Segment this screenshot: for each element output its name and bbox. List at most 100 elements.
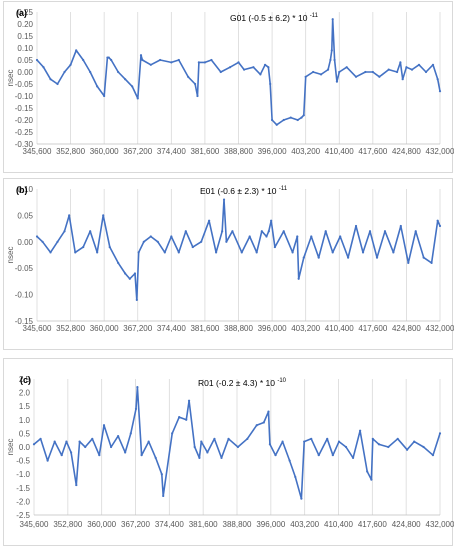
- data-point: [75, 49, 78, 52]
- data-point: [68, 214, 71, 217]
- data-point: [282, 118, 285, 122]
- x-tick-label: 396,000: [258, 324, 287, 333]
- data-point: [263, 63, 267, 66]
- chart-panel-b: 0.10 0.05 0.00 -0.05 -0.10 -0.15 345,600 352,80…: [3, 178, 454, 350]
- data-point: [185, 418, 188, 421]
- y-tick-label: -0.10: [15, 92, 34, 101]
- y-axis-label: nsec: [6, 439, 15, 456]
- x-tick-label: 432,000: [426, 520, 454, 529]
- data-point: [413, 440, 416, 443]
- data-point: [326, 68, 330, 71]
- chart-panel-c: 2.5 2.0 1.5 1.0 0.5 0.0 -0.5 -1.0 -1.5 -2.0 -2.5 34…: [3, 358, 454, 546]
- x-tick-label: 396,000: [256, 520, 285, 529]
- panel-label: (c): [20, 375, 31, 385]
- data-point: [378, 75, 381, 78]
- data-point: [337, 440, 341, 443]
- data-point: [213, 437, 216, 440]
- data-point: [300, 116, 303, 119]
- data-point: [110, 58, 113, 62]
- data-point: [438, 90, 442, 93]
- data-point: [82, 58, 85, 62]
- data-point: [436, 219, 439, 222]
- x-tick-label: 424,800: [392, 324, 421, 333]
- x-tick-label: 352,800: [56, 324, 85, 333]
- x-tick-label: 345,600: [20, 520, 49, 529]
- x-tick-label: 403,200: [291, 147, 320, 156]
- data-point: [162, 494, 165, 498]
- y-tick-label: 2.5: [19, 375, 31, 384]
- data-point: [221, 230, 224, 233]
- panel-label: (a): [16, 8, 27, 18]
- data-point: [366, 470, 369, 473]
- x-tick-label: 360,000: [90, 147, 119, 156]
- data-point: [129, 432, 132, 435]
- data-point: [430, 261, 433, 265]
- y-tick-label: -0.05: [15, 80, 34, 89]
- data-point: [361, 251, 365, 254]
- data-point: [109, 445, 113, 449]
- x-tick-label: 417,600: [358, 520, 387, 529]
- data-point: [220, 456, 223, 459]
- data-point: [431, 63, 435, 66]
- x-tick-label: 381,600: [190, 324, 219, 333]
- data-point: [268, 443, 271, 446]
- y-tick-label: -0.05: [15, 264, 34, 273]
- data-point: [387, 68, 390, 71]
- data-point: [117, 70, 120, 74]
- y-tick-label: 0.25: [17, 8, 33, 17]
- data-point: [269, 82, 272, 86]
- data-point: [170, 61, 173, 64]
- data-point: [159, 58, 162, 62]
- data-point: [96, 251, 99, 254]
- data-point: [196, 94, 199, 98]
- x-tick-label: 381,600: [189, 520, 218, 529]
- data-point: [75, 483, 78, 487]
- data-point: [399, 61, 402, 64]
- data-point: [35, 58, 39, 62]
- data-point: [326, 437, 329, 440]
- x-tick-label: 417,600: [358, 324, 387, 333]
- data-point: [368, 230, 372, 233]
- data-point: [406, 448, 409, 451]
- x-tick-label: 403,200: [291, 324, 320, 333]
- data-point: [46, 459, 49, 462]
- data-point: [178, 415, 181, 419]
- data-point: [231, 230, 234, 233]
- data-point: [407, 261, 410, 265]
- data-point: [41, 240, 44, 243]
- data-point: [163, 251, 166, 254]
- data-point: [191, 245, 194, 249]
- data-point: [171, 432, 174, 435]
- data-point: [370, 478, 373, 481]
- data-point: [219, 70, 222, 74]
- data-point: [187, 75, 190, 78]
- data-point: [383, 230, 387, 233]
- data-point: [310, 235, 313, 238]
- data-point: [267, 410, 270, 413]
- data-point: [242, 68, 246, 71]
- x-tick-label: 396,000: [258, 147, 287, 156]
- y-tick-label: -0.20: [15, 116, 34, 125]
- y-tick-label: -0.15: [15, 104, 34, 113]
- data-point: [259, 73, 262, 76]
- data-point: [102, 214, 105, 217]
- x-tick-label: 388,800: [223, 520, 252, 529]
- data-point: [60, 454, 63, 457]
- data-point: [371, 437, 374, 440]
- data-point: [222, 198, 226, 201]
- data-point: [49, 251, 52, 254]
- data-point: [436, 78, 439, 81]
- data-point: [319, 73, 323, 76]
- data-point: [331, 251, 334, 254]
- data-point: [91, 437, 94, 440]
- data-point: [302, 256, 305, 259]
- data-point: [227, 437, 230, 440]
- y-tick-label: 2.0: [19, 389, 31, 398]
- data-point: [273, 245, 276, 249]
- data-point: [405, 66, 408, 69]
- data-point: [354, 75, 358, 78]
- data-point: [184, 230, 187, 233]
- y-tick-label: 0.05: [17, 56, 33, 65]
- data-point: [197, 61, 200, 64]
